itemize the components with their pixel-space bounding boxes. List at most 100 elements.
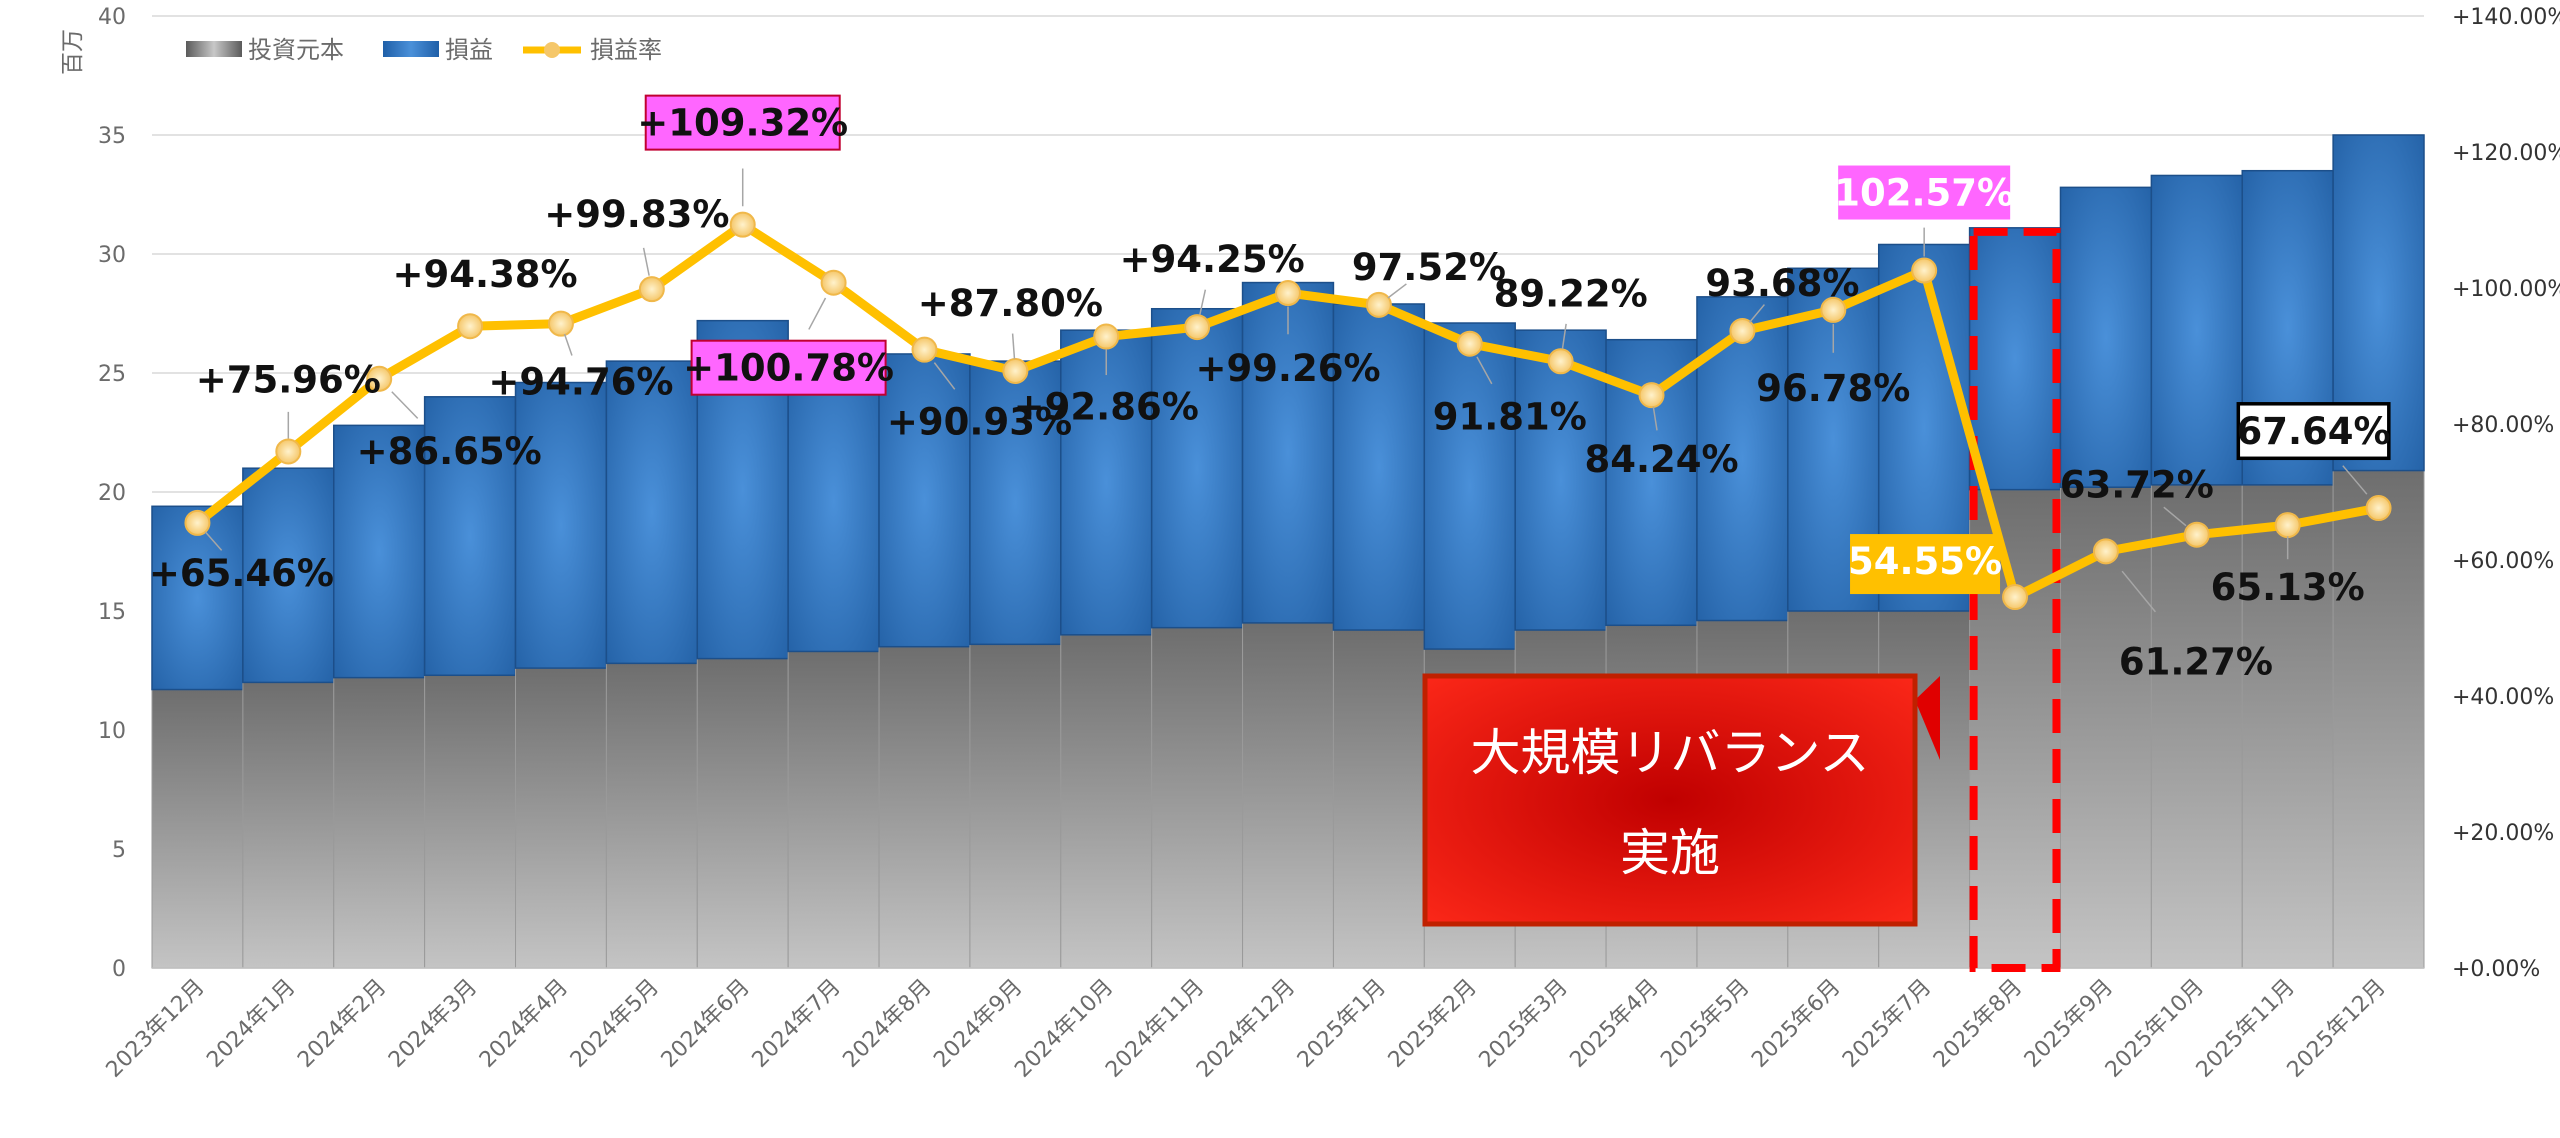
x-tick-label: 2024年8月 bbox=[838, 975, 936, 1073]
bar-principal bbox=[696, 658, 789, 969]
data-label-leader bbox=[2121, 570, 2157, 613]
x-tick-label: 2025年8月 bbox=[1929, 975, 2027, 1073]
rate-marker bbox=[366, 365, 393, 392]
right-tick-label: +120.00% bbox=[2452, 141, 2560, 166]
x-tick-label: 2024年5月 bbox=[566, 975, 664, 1073]
data-label: 54.55% bbox=[1848, 540, 2002, 583]
data-label: +99.83% bbox=[544, 193, 729, 236]
rate-marker bbox=[1184, 314, 1211, 341]
x-tick-label: 2025年4月 bbox=[1565, 975, 1663, 1073]
bar-profit bbox=[1241, 281, 1335, 624]
rate-marker bbox=[2002, 584, 2029, 611]
bar-profit bbox=[878, 353, 971, 648]
x-tick-label: 2025年1月 bbox=[1293, 975, 1391, 1073]
bar-profit bbox=[2150, 174, 2243, 486]
legend-label-profit: 損益 bbox=[445, 36, 493, 64]
data-label-leader bbox=[933, 362, 956, 390]
x-tick-label: 2025年2月 bbox=[1384, 975, 1482, 1073]
bar-profit bbox=[1968, 227, 2062, 491]
highlight-layer bbox=[1969, 227, 2061, 972]
x-tick-label: 2024年1月 bbox=[202, 975, 300, 1073]
x-tick-label: 2025年7月 bbox=[1838, 975, 1936, 1073]
rate-marker bbox=[1456, 330, 1483, 357]
data-label: +90.93% bbox=[887, 401, 1072, 444]
bar-principal bbox=[515, 667, 607, 969]
line-layer bbox=[184, 211, 2392, 611]
x-tick-label: 2025年6月 bbox=[1747, 975, 1845, 1073]
bar-profit bbox=[1150, 307, 1244, 629]
x-tick-label: 2024年12月 bbox=[1192, 975, 1300, 1083]
callout-text-line1: 大規模リバランス bbox=[1471, 724, 1870, 782]
bar-principal bbox=[605, 662, 698, 969]
rebalance-callout: 大規模リバランス 実施 bbox=[1422, 673, 1940, 927]
data-label: +92.86% bbox=[1014, 386, 1199, 429]
rate-marker bbox=[1729, 317, 1756, 344]
data-label-leader bbox=[1476, 356, 1493, 385]
data-label: +87.80% bbox=[918, 282, 1103, 325]
rate-marker bbox=[2092, 538, 2119, 565]
legend-item-profit: 損益 bbox=[383, 36, 493, 64]
bar-profit bbox=[1423, 322, 1516, 650]
data-label-box bbox=[690, 339, 887, 396]
data-label-leader bbox=[1749, 304, 1765, 323]
rate-marker bbox=[1002, 357, 1029, 384]
bar-profit bbox=[514, 381, 608, 669]
callout-box bbox=[1422, 673, 1918, 927]
bar-profit bbox=[2059, 186, 2153, 488]
x-tick-label: 2024年4月 bbox=[475, 975, 573, 1073]
legend: 投資元本 損益 損益率 bbox=[186, 36, 662, 64]
bar-principal bbox=[969, 643, 1062, 969]
data-label: 91.81% bbox=[1433, 396, 1587, 439]
data-label-box bbox=[644, 94, 841, 151]
x-tick-label: 2025年3月 bbox=[1475, 975, 1573, 1073]
right-tick-label: +80.00% bbox=[2452, 413, 2554, 438]
data-label: +94.25% bbox=[1120, 238, 1305, 281]
left-tick-label: 0 bbox=[112, 957, 126, 982]
x-tick-label: 2024年2月 bbox=[293, 975, 391, 1073]
rate-marker bbox=[547, 310, 574, 337]
rate-marker bbox=[2274, 512, 2301, 539]
data-label: 93.68% bbox=[1705, 262, 1859, 305]
right-tick-label: +20.00% bbox=[2452, 821, 2554, 846]
x-tick-label: 2025年9月 bbox=[2020, 975, 2118, 1073]
legend-marker-rate bbox=[544, 42, 560, 58]
bar-profit bbox=[333, 424, 426, 679]
bar-principal bbox=[1151, 627, 1244, 969]
data-label: 61.27% bbox=[2119, 640, 2273, 683]
rate-marker bbox=[275, 438, 302, 465]
bar-profit bbox=[1060, 329, 1153, 636]
left-tick-label: 15 bbox=[98, 600, 126, 625]
right-tick-label: +0.00% bbox=[2452, 957, 2540, 982]
data-label-box bbox=[1838, 165, 2011, 220]
right-tick-label: +60.00% bbox=[2452, 549, 2554, 574]
data-label: +100.78% bbox=[683, 347, 894, 390]
data-label: +65.46% bbox=[149, 552, 334, 595]
left-tick-label: 20 bbox=[98, 481, 126, 506]
bar-profit bbox=[242, 467, 335, 684]
data-label-box bbox=[2237, 402, 2391, 460]
x-tick-label: 2025年5月 bbox=[1656, 975, 1754, 1073]
data-label-leader bbox=[1387, 283, 1407, 299]
rate-marker bbox=[1911, 257, 1938, 284]
data-label: +86.65% bbox=[357, 430, 542, 473]
rate-marker bbox=[2365, 495, 2392, 522]
x-tick-label: 2024年7月 bbox=[748, 975, 846, 1073]
data-label: 97.52% bbox=[1352, 246, 1506, 289]
callout-pointer bbox=[1915, 676, 1940, 760]
data-label: 102.57% bbox=[1834, 172, 2014, 215]
bar-principal bbox=[2332, 470, 2425, 969]
x-tick-label: 2023年12月 bbox=[102, 975, 210, 1083]
left-tick-label: 40 bbox=[98, 5, 126, 30]
data-label: 63.72% bbox=[2060, 464, 2214, 507]
left-tick-label: 35 bbox=[98, 124, 126, 149]
data-label-leader bbox=[1561, 323, 1567, 350]
legend-label-rate: 損益率 bbox=[590, 36, 662, 64]
data-label-leader bbox=[391, 391, 419, 419]
data-label: +94.38% bbox=[393, 253, 578, 296]
x-tick-label: 2024年6月 bbox=[657, 975, 755, 1073]
data-label: 65.13% bbox=[2211, 566, 2365, 609]
bar-principal bbox=[878, 646, 971, 969]
data-label: +94.76% bbox=[488, 361, 673, 404]
